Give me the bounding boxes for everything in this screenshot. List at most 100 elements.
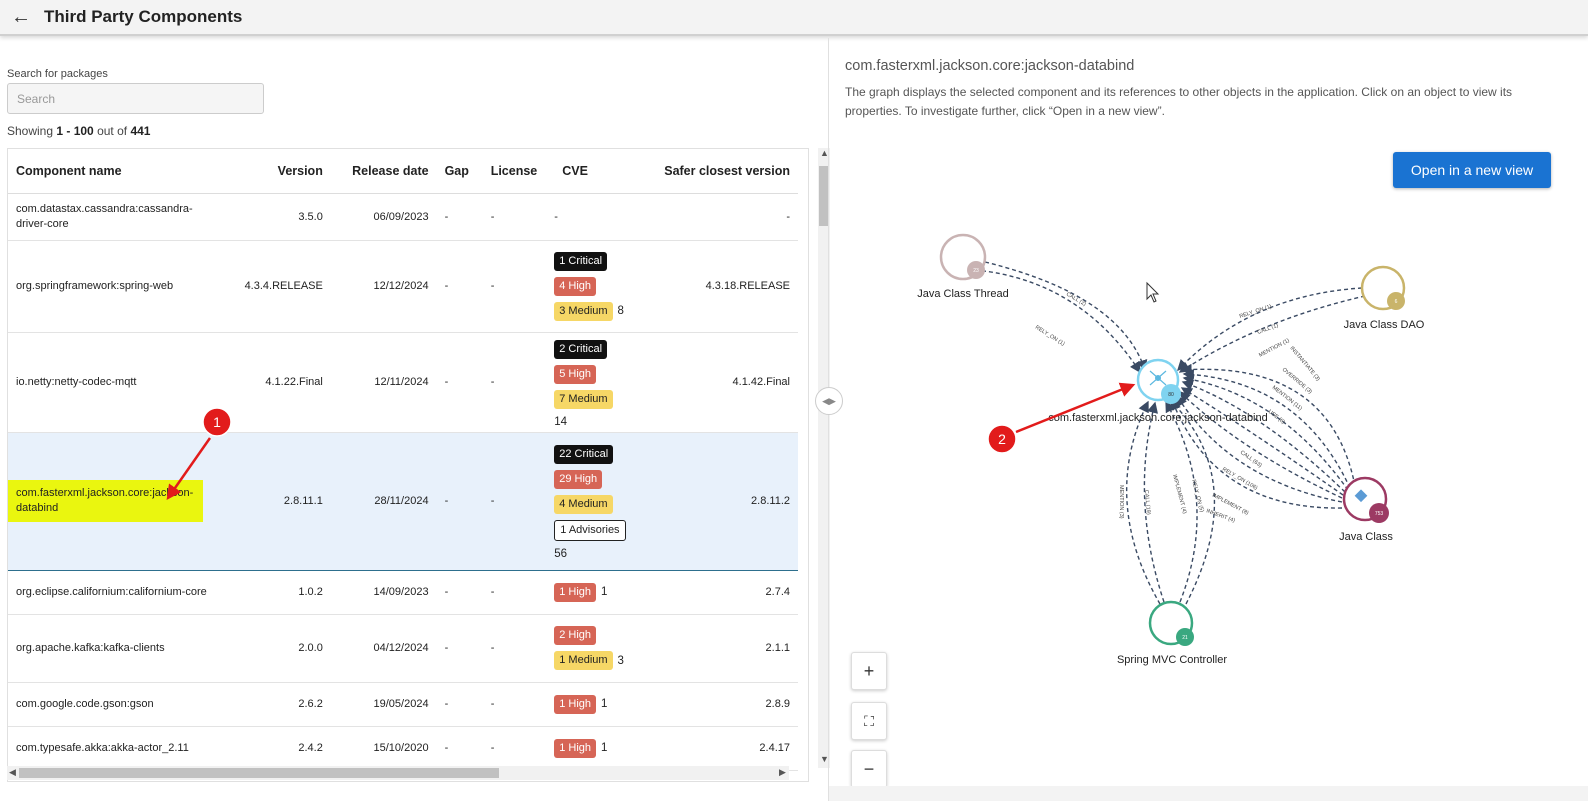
scroll-left-icon[interactable]: ◀ xyxy=(9,767,16,777)
detail-description: The graph displays the selected componen… xyxy=(845,85,1513,118)
graph-edge[interactable] xyxy=(1126,400,1161,605)
component-name[interactable]: io.netty:netty-codec-mqtt xyxy=(16,375,137,388)
safer-version-cell: - xyxy=(635,193,798,241)
table-row[interactable]: com.datastax.cassandra:cassandra-driver-… xyxy=(8,193,798,241)
column-header-safer-version[interactable]: Safer closest version xyxy=(635,149,798,194)
table-row[interactable]: com.google.code.gson:gson 2.6.2 19/05/2024… xyxy=(8,682,798,727)
graph-node-java-class[interactable]: 753 Java Class xyxy=(1339,476,1393,543)
table-row[interactable]: org.eclipse.californium:californium-core… xyxy=(8,570,798,615)
component-name[interactable]: org.apache.kafka:kafka-clients xyxy=(16,641,165,654)
scrollbar-thumb[interactable] xyxy=(19,768,499,778)
component-list-pane: Search for packages Showing 1 - 100 out … xyxy=(0,38,828,801)
scroll-down-icon[interactable]: ▼ xyxy=(820,754,829,764)
gap-cell: - xyxy=(436,193,483,241)
node-label: Java Class DAO xyxy=(1344,319,1425,331)
graph-edge[interactable] xyxy=(1180,387,1344,496)
version-cell: 4.1.22.Final xyxy=(223,332,331,433)
graph-edge[interactable] xyxy=(1143,401,1165,603)
graph-edge[interactable] xyxy=(1176,394,1343,503)
cve-cell: 22 Critical 29 High 4 Medium 1 Advisories 56 xyxy=(554,432,636,571)
open-in-new-view-button[interactable]: Open in a new view xyxy=(1393,152,1551,188)
license-cell: - xyxy=(482,193,555,241)
graph-edge[interactable] xyxy=(1178,295,1366,373)
license-cell: - xyxy=(482,570,555,615)
edge-label: INHERIT (4) xyxy=(1205,508,1236,524)
search-input[interactable] xyxy=(7,83,264,114)
table-horizontal-scrollbar[interactable]: ◀ ▶ xyxy=(7,766,789,780)
component-name[interactable]: com.datastax.cassandra:cassandra-driver-… xyxy=(16,202,193,230)
column-header-name[interactable]: Component name xyxy=(8,149,223,194)
graph-node-center[interactable]: 80 com.fasterxml.jackson.core:jackson-da… xyxy=(1048,358,1268,424)
version-cell: 3.5.0 xyxy=(223,193,331,241)
graph-edge[interactable] xyxy=(1170,398,1343,509)
column-header-release-date[interactable]: Release date xyxy=(330,149,437,194)
minus-icon: − xyxy=(863,758,875,779)
version-cell: 4.3.4.RELEASE xyxy=(223,240,331,333)
zoom-out-button[interactable]: − xyxy=(851,750,887,788)
node-label: Java Class Thread xyxy=(917,288,1009,300)
svg-text:753: 753 xyxy=(1375,511,1384,517)
graph-edge[interactable] xyxy=(1182,368,1351,489)
component-name[interactable]: org.eclipse.californium:californium-core xyxy=(16,585,207,598)
zoom-in-button[interactable]: + xyxy=(851,652,887,690)
release-date-cell: 19/05/2024 xyxy=(330,682,437,727)
version-cell: 2.0.0 xyxy=(223,614,331,683)
table-row[interactable]: org.springframework:spring-web 4.3.4.RELE… xyxy=(8,240,798,333)
back-arrow-icon[interactable]: ← xyxy=(11,6,31,28)
scroll-up-icon[interactable]: ▲ xyxy=(820,148,829,158)
graph-edge[interactable] xyxy=(1169,399,1216,605)
cve-total: 56 xyxy=(554,548,568,560)
scrollbar-thumb[interactable] xyxy=(819,166,829,226)
column-header-cve[interactable]: CVE xyxy=(554,149,636,194)
component-name[interactable]: com.google.code.gson:gson xyxy=(16,697,154,710)
table-row[interactable]: org.apache.kafka:kafka-clients 2.0.0 04/12… xyxy=(8,614,798,683)
column-header-gap[interactable]: Gap xyxy=(436,149,483,194)
graph-node-dao[interactable]: 6 Java Class DAO xyxy=(1344,265,1425,331)
component-name[interactable]: com.typesafe.akka:akka-actor_2.11 xyxy=(16,741,189,754)
cve-badge-crit: 1 Critical xyxy=(554,251,608,271)
pane-divider xyxy=(828,38,829,801)
result-count: Showing 1 - 100 out of 441 xyxy=(7,124,151,138)
license-cell: - xyxy=(482,432,555,571)
graph-edge[interactable] xyxy=(1181,380,1346,493)
license-cell: - xyxy=(482,614,555,683)
table-vertical-scrollbar[interactable]: ▲ ▼ xyxy=(818,148,830,768)
cve-badge-high: 4 High xyxy=(554,276,597,296)
graph-node-spring-mvc[interactable]: 21 Spring MVC Controller xyxy=(1117,600,1227,666)
cve-cell: 1 High 1 xyxy=(554,726,636,771)
safer-version-cell: 4.3.18.RELEASE xyxy=(635,240,798,333)
cve-badge-high: 1 High xyxy=(554,582,597,602)
edge-label: RELY_ON (106) xyxy=(1221,467,1258,492)
cve-cell: 1 Critical 4 High 3 Medium 8 xyxy=(554,240,636,333)
release-date-cell: 12/12/2024 xyxy=(330,240,437,333)
graph-edge[interactable] xyxy=(1177,287,1363,372)
edge-label: RELY_ON (1) xyxy=(1034,325,1066,348)
cve-total: 3 xyxy=(617,654,624,667)
column-header-license[interactable]: License xyxy=(482,149,555,194)
version-cell: 2.4.2 xyxy=(223,726,331,771)
graph-edge[interactable] xyxy=(1182,374,1349,491)
release-date-cell: 06/09/2023 xyxy=(330,193,437,241)
fit-view-button[interactable]: ⛶ xyxy=(851,702,887,740)
cve-total: 8 xyxy=(617,305,624,317)
safer-version-cell: 2.8.11.2 xyxy=(635,432,798,571)
graph-edge[interactable] xyxy=(974,269,1141,374)
scroll-right-icon[interactable]: ▶ xyxy=(779,767,786,777)
column-header-version[interactable]: Version xyxy=(223,149,331,194)
graph-edge[interactable] xyxy=(1180,363,1356,487)
cve-badge-med: 7 Medium xyxy=(554,389,613,409)
gap-cell: - xyxy=(436,332,483,433)
graph-edge[interactable] xyxy=(984,261,1148,372)
table-row[interactable]: com.fasterxml.jackson.core:jackson-datab… xyxy=(8,432,798,571)
split-handle-icon[interactable]: ◀▶ xyxy=(815,387,843,415)
graph-edge[interactable] xyxy=(1178,391,1343,499)
component-name[interactable]: org.springframework:spring-web xyxy=(16,279,174,292)
annotation-2: 2 xyxy=(987,382,1136,454)
table-row[interactable]: io.netty:netty-codec-mqtt 4.1.22.Final 12/… xyxy=(8,332,798,433)
components-table: Component name Version Release date Gap … xyxy=(7,148,809,782)
edge-label: RELY_ON (1) xyxy=(1239,304,1273,320)
graph-node-thread[interactable]: 23 Java Class Thread xyxy=(917,233,1009,300)
gap-cell: - xyxy=(436,614,483,683)
graph-edges xyxy=(974,261,1366,605)
dependency-graph: CALL (2) RELY_ON (1) RELY_ON (1) CALL (1… xyxy=(917,233,1425,666)
